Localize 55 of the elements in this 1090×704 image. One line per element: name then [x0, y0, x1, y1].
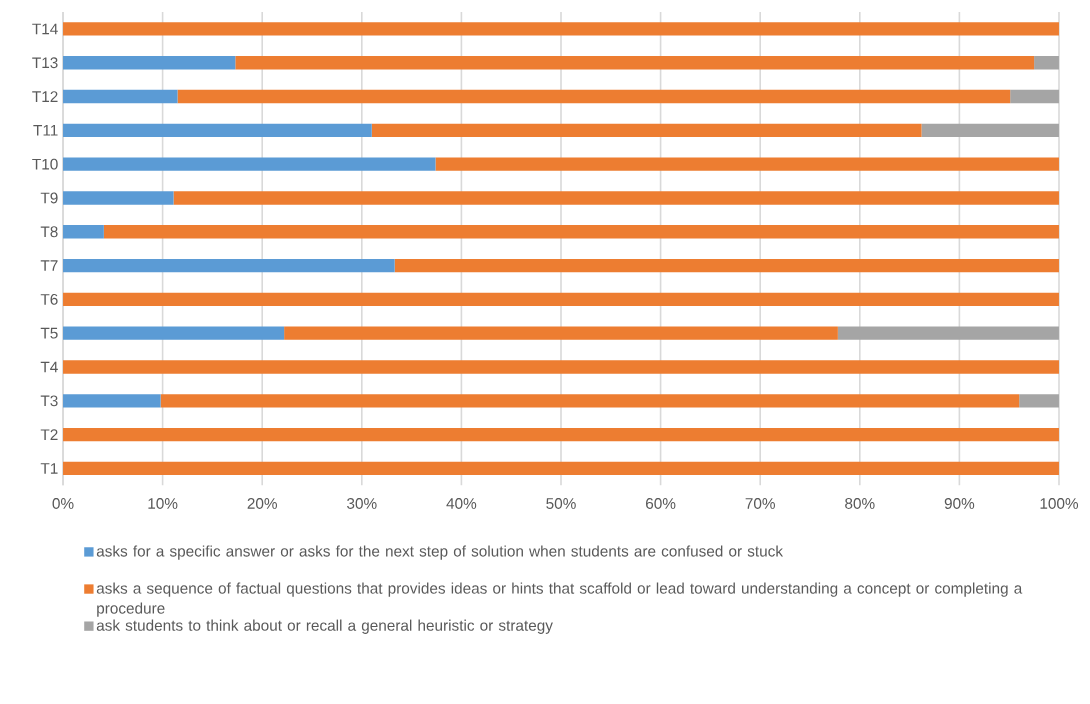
bar: [63, 123, 372, 138]
bar: [1034, 56, 1059, 70]
x-tick-label: 60%: [646, 498, 676, 509]
bar: [284, 326, 838, 340]
bar: [435, 157, 1059, 171]
bar: [63, 157, 436, 171]
bar: [173, 191, 1059, 205]
x-tick-label: 100%: [1040, 498, 1079, 509]
bar: [63, 461, 1059, 476]
bar: [63, 360, 1059, 374]
x-tick-label: 0%: [52, 498, 74, 509]
y-tick-label: T1: [40, 463, 58, 474]
x-tick-label: 90%: [944, 498, 975, 509]
x-tick-label: 50%: [546, 498, 576, 509]
x-tick-label: 40%: [446, 498, 477, 509]
bar: [1019, 394, 1059, 408]
y-tick-label: T9: [40, 192, 58, 204]
y-tick-label: T14: [32, 23, 58, 35]
y-tick-label: T5: [40, 327, 58, 339]
bar: [63, 258, 395, 273]
bar: [177, 89, 1011, 104]
y-tick-label: T4: [40, 361, 58, 373]
x-tick-label: 70%: [745, 498, 775, 509]
y-tick-label: T3: [40, 395, 58, 407]
bar: [394, 258, 1059, 273]
x-tick-label: 80%: [845, 498, 875, 509]
y-tick-label: T13: [32, 57, 58, 69]
y-tick-label: T11: [33, 125, 58, 136]
bar: [63, 394, 161, 408]
bar: [837, 326, 1059, 340]
x-tick-label: 10%: [148, 498, 178, 509]
x-tick-label: 30%: [347, 498, 377, 509]
y-tick-label: T12: [32, 91, 58, 102]
bar: [921, 123, 1059, 138]
bar: [63, 89, 178, 104]
bar: [160, 394, 1020, 408]
bar: [63, 292, 1059, 307]
bar: [63, 191, 174, 205]
legend-label: ask students to think about or recall a general heuristic or strategy: [96, 619, 553, 634]
bar: [63, 22, 1059, 36]
legend-label: asks for a specific answer or asks for the next step of solution when students are confused or stuck: [96, 545, 784, 560]
y-tick-label: T8: [40, 226, 58, 238]
bar: [63, 326, 285, 340]
bar: [235, 56, 1035, 70]
bar: [1010, 89, 1059, 104]
bar: [63, 56, 236, 70]
y-tick-label: T6: [40, 293, 58, 305]
bar: [63, 427, 1059, 442]
y-tick-label: T2: [40, 429, 58, 440]
x-tick-label: 20%: [247, 498, 277, 509]
y-tick-label: T7: [40, 260, 58, 271]
bar: [63, 225, 104, 239]
bar: [371, 123, 922, 138]
bar: [103, 225, 1059, 239]
y-tick-label: T10: [32, 158, 58, 170]
